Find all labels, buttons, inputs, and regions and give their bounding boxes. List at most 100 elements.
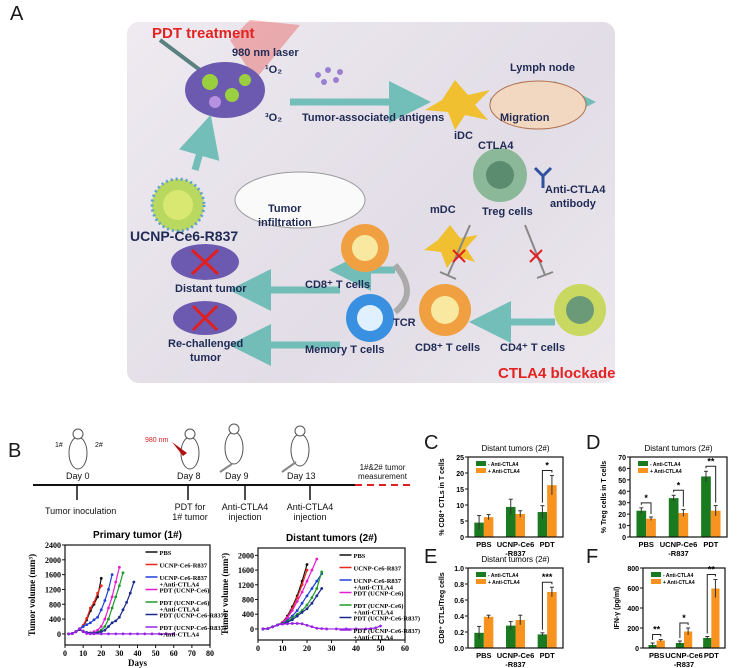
rechallenged-label-2: tumor [190,352,222,364]
tumor-1-label: 1# [55,442,63,449]
legend-label: - Anti-CTLA4 [650,462,681,468]
y-tick-label: 0 [250,625,254,634]
y-tick-label: 60 [618,466,626,473]
data-point [117,615,121,619]
cd4-cell-icon [554,284,606,336]
bar [547,485,557,537]
y-tick-label: 30 [618,501,626,508]
data-point [110,595,114,599]
y-tick-label: 2400 [45,541,61,550]
migration-label: Migration [500,112,550,124]
treg-label: Treg cells [482,206,533,218]
mdc-cell-icon [424,225,478,268]
x-tick-label: 10 [79,649,87,658]
legend-label: +Anti-CTLA4 [354,635,394,642]
data-point [325,627,328,631]
data-point [107,625,110,628]
data-point [110,621,114,625]
data-point [114,632,118,636]
bar [668,498,679,537]
data-point [85,632,89,635]
line-chart-distant: 0 10 20 30 40 50 60 0 400 800 1200 1600 2000 Distant … [220,533,420,653]
laser-label-b: 980 nm [145,437,169,444]
y-tick-label: 1200 [238,581,254,590]
category-label: PDT [704,651,719,660]
cd8-cell-left-icon [341,224,389,272]
x-tick-label: 50 [152,649,160,658]
bar-chart-F: ** PBS * UCNP-Ce6-R837 ** PDT 0 200 400 600 800 IFN… [614,565,726,668]
legend-swatch [476,461,486,466]
significance-stars: ** [708,565,716,575]
y-tick-label: 0.0 [454,646,464,653]
data-point [74,630,78,634]
data-point [107,588,110,591]
y-tick-label: 70 [618,455,626,462]
bar [515,513,525,537]
x-tick-label: 0 [256,644,260,653]
bar [711,588,720,648]
laser-label: 980 nm laser [232,47,299,59]
syringe-day13-icon [281,461,297,473]
legend-label: - Anti-CTLA4 [488,462,519,468]
plot-frame [467,567,564,649]
data-point [128,632,132,636]
data-point [103,599,107,602]
event-day-9: Anti-CTLA4 injection [221,502,269,522]
x-tick-label: 0 [63,649,67,658]
data-point [103,617,107,621]
data-point [369,627,373,630]
bar [701,476,711,537]
category-label: PDT [703,540,718,549]
data-point [320,627,324,630]
bar [656,640,665,648]
legend-label: +Anti-CTLA4 [354,610,394,617]
x-tick-label: 10 [279,644,287,653]
y-tick-label: 400 [242,610,254,619]
y-tick-label: 0.4 [454,614,464,621]
category-label: PBS [649,651,664,660]
category-label: PBS [476,540,491,549]
data-point [300,601,304,605]
bar [678,513,689,537]
cd8-left-label: CD8⁺ T cells [305,279,371,291]
idc-label: iDC [454,130,473,142]
data-point [165,632,168,636]
y-tick-label: 20 [456,471,464,478]
y-tick-label: 1.0 [454,566,464,573]
data-point [300,611,304,614]
schematic-graphics [150,20,606,366]
y-tick-label: 0 [57,630,61,639]
data-point [305,603,309,607]
anti-ctla4-label-2: antibody [550,198,596,210]
x-tick-label: 20 [303,644,311,653]
y-tick-label: 2000 [238,551,254,560]
bar [703,638,712,648]
bar-chart-C: PBS UCNP-Ce6-R837 * PDT 0 5 10 15 20 25 Distant tu… [439,444,564,558]
y-tick-label: 20 [618,512,626,519]
x-tick-label: 70 [188,649,196,658]
day-13-label: Day 13 [287,471,316,481]
x-tick-label: 20 [97,649,105,658]
data-point [85,623,89,627]
data-point [320,570,324,574]
syringe-day9-icon [219,463,233,473]
x-axis-label: Days [128,658,147,668]
measurement-label: 1#&2# tumor measurement [358,463,407,481]
chart-title: Distant tumors (2#) [644,444,712,453]
data-point [132,580,136,584]
lymph-node-icon [489,80,587,130]
legend-label: +Anti-CTLA4 [160,607,200,614]
bar [636,510,647,537]
category-label: -R837 [674,660,694,668]
nanoparticle-label: UCNP-Ce6-R837 [130,228,239,244]
y-tick-label: 200 [627,626,639,633]
panel-a-letter: A [10,3,24,25]
legend-label: PDT (UCNP-Ce6-R837) [354,628,421,635]
legend-label: + Anti-CTLA4 [663,580,695,586]
bar [474,522,484,537]
category-label: PBS [476,651,491,660]
data-point [88,632,92,636]
data-point [92,618,96,622]
panel-f-letter: F [586,546,599,568]
